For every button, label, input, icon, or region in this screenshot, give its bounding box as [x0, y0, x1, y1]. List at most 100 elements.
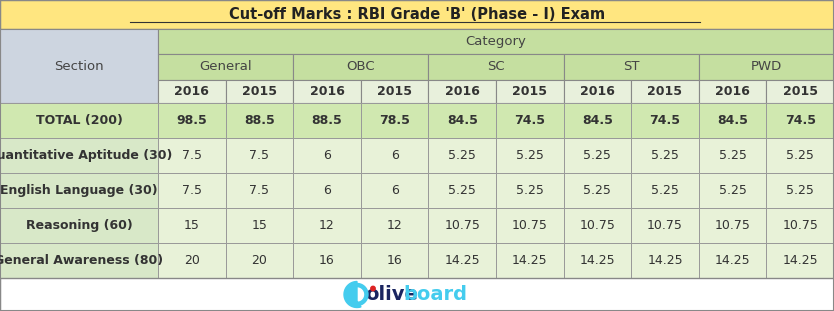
Bar: [158, 208, 226, 243]
Bar: [766, 208, 834, 243]
Bar: [361, 208, 429, 243]
Text: 2016: 2016: [445, 85, 480, 98]
Text: 10.75: 10.75: [782, 219, 818, 232]
Bar: [429, 54, 564, 80]
Text: 5.25: 5.25: [786, 184, 814, 197]
Bar: [294, 80, 361, 103]
Text: 2015: 2015: [512, 85, 547, 98]
Text: 6: 6: [390, 149, 399, 162]
Bar: [361, 138, 429, 173]
Bar: [429, 80, 496, 103]
Bar: [631, 173, 699, 208]
Bar: [564, 243, 631, 278]
Bar: [294, 173, 361, 208]
Bar: [294, 103, 361, 138]
Text: OBC: OBC: [346, 61, 375, 73]
Bar: [0, 208, 158, 243]
Bar: [699, 173, 766, 208]
Text: 5.25: 5.25: [651, 149, 679, 162]
Text: 7.5: 7.5: [249, 184, 269, 197]
Text: 20: 20: [183, 254, 199, 267]
Bar: [0, 103, 158, 138]
Bar: [361, 173, 429, 208]
Bar: [496, 208, 564, 243]
Text: 14.25: 14.25: [782, 254, 818, 267]
Text: 20: 20: [252, 254, 268, 267]
Bar: [631, 243, 699, 278]
Text: 2015: 2015: [242, 85, 277, 98]
Bar: [699, 243, 766, 278]
Bar: [0, 0, 834, 29]
Bar: [294, 138, 361, 173]
Bar: [631, 208, 699, 243]
Text: 5.25: 5.25: [651, 184, 679, 197]
Text: 10.75: 10.75: [445, 219, 480, 232]
Bar: [496, 138, 564, 173]
Bar: [564, 80, 631, 103]
Bar: [226, 103, 294, 138]
Text: 16: 16: [319, 254, 335, 267]
Bar: [361, 103, 429, 138]
Text: 5.25: 5.25: [719, 184, 746, 197]
Polygon shape: [346, 284, 368, 305]
Bar: [564, 54, 699, 80]
Bar: [564, 173, 631, 208]
Text: 84.5: 84.5: [717, 114, 748, 127]
Text: 15: 15: [252, 219, 268, 232]
Text: 10.75: 10.75: [580, 219, 615, 232]
Bar: [429, 243, 496, 278]
Text: Section: Section: [54, 59, 103, 72]
Text: 5.25: 5.25: [448, 149, 476, 162]
Bar: [158, 173, 226, 208]
Text: 84.5: 84.5: [447, 114, 478, 127]
Bar: [158, 29, 834, 54]
Bar: [226, 208, 294, 243]
Bar: [699, 54, 834, 80]
Bar: [226, 173, 294, 208]
Text: 12: 12: [319, 219, 335, 232]
Text: 88.5: 88.5: [312, 114, 343, 127]
Text: 7.5: 7.5: [182, 184, 202, 197]
Text: olive: olive: [365, 285, 418, 304]
Bar: [0, 138, 158, 173]
Text: 84.5: 84.5: [582, 114, 613, 127]
Bar: [496, 243, 564, 278]
Text: 14.25: 14.25: [512, 254, 548, 267]
Bar: [564, 138, 631, 173]
Bar: [0, 29, 158, 103]
Text: 5.25: 5.25: [516, 184, 544, 197]
Bar: [766, 103, 834, 138]
Text: 14.25: 14.25: [715, 254, 751, 267]
Text: 2015: 2015: [377, 85, 412, 98]
Text: 7.5: 7.5: [182, 149, 202, 162]
Bar: [294, 54, 429, 80]
Bar: [564, 208, 631, 243]
Text: 14.25: 14.25: [445, 254, 480, 267]
Bar: [631, 138, 699, 173]
Text: Reasoning (60): Reasoning (60): [26, 219, 133, 232]
Bar: [0, 173, 158, 208]
Bar: [429, 208, 496, 243]
Text: PWD: PWD: [751, 61, 782, 73]
Text: 2016: 2016: [580, 85, 615, 98]
Bar: [226, 243, 294, 278]
Text: 5.25: 5.25: [448, 184, 476, 197]
Bar: [766, 138, 834, 173]
Text: 5.25: 5.25: [719, 149, 746, 162]
Bar: [226, 80, 294, 103]
Bar: [0, 243, 158, 278]
Text: 6: 6: [323, 184, 331, 197]
Bar: [699, 208, 766, 243]
Text: 2016: 2016: [174, 85, 209, 98]
Bar: [699, 138, 766, 173]
Text: Quantitative Aptitude (30): Quantitative Aptitude (30): [0, 149, 172, 162]
Circle shape: [371, 286, 375, 291]
Text: 88.5: 88.5: [244, 114, 274, 127]
Text: 10.75: 10.75: [715, 219, 751, 232]
Text: 15: 15: [183, 219, 199, 232]
Text: 6: 6: [323, 149, 331, 162]
Bar: [429, 138, 496, 173]
Text: 74.5: 74.5: [515, 114, 545, 127]
Text: English Language (30): English Language (30): [0, 184, 158, 197]
Text: 14.25: 14.25: [647, 254, 683, 267]
